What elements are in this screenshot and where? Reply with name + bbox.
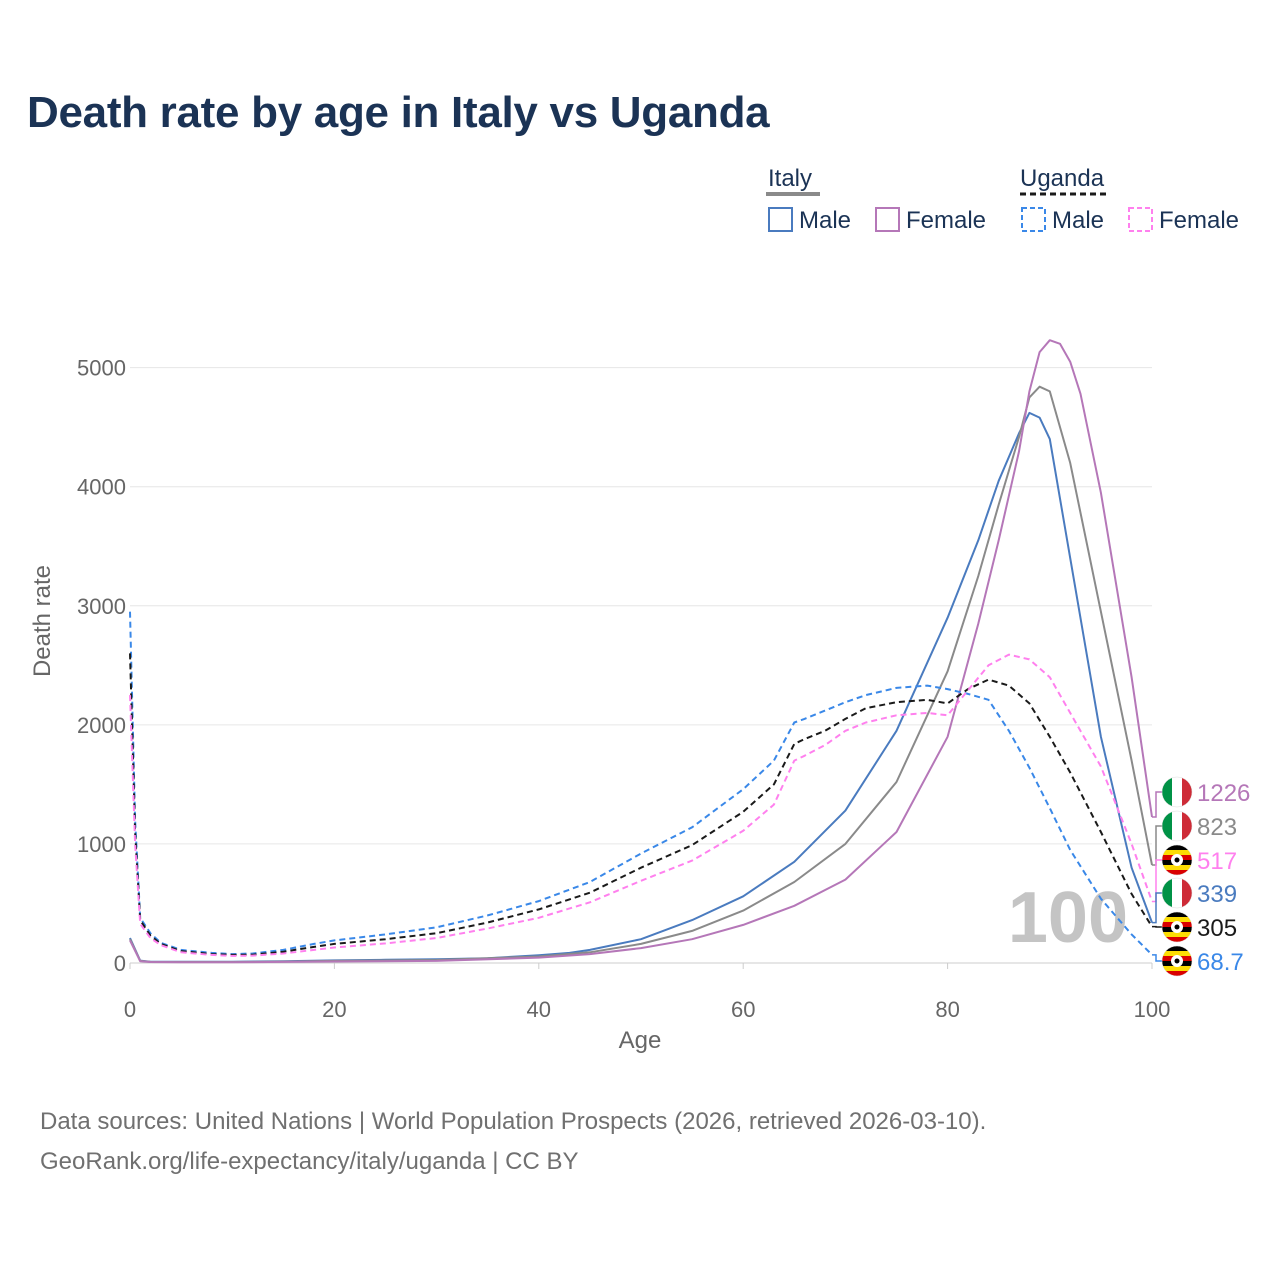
uganda-flag-icon	[1161, 945, 1193, 977]
x-tick-label: 40	[527, 997, 551, 1022]
end-value-label: 517	[1197, 848, 1237, 875]
end-value-label: 339	[1197, 881, 1237, 908]
y-tick-label: 5000	[77, 356, 126, 381]
x-tick-label: 20	[322, 997, 346, 1022]
grid	[130, 367, 1152, 964]
legend-item-label: Female	[906, 207, 986, 234]
legend-group-italy[interactable]: Italy	[766, 165, 820, 196]
legend: Italy Uganda Male Female Male Female	[766, 165, 1239, 234]
italy-flag-icon	[1161, 810, 1193, 842]
legend-group-italy-label: Italy	[768, 165, 812, 192]
series-lines	[129, 339, 1153, 964]
italy-flag-icon	[1161, 776, 1193, 808]
end-label-leader	[1152, 859, 1162, 903]
legend-item-italy-male[interactable]: Male	[768, 207, 851, 234]
uganda-flag-icon	[1161, 844, 1193, 876]
legend-group-uganda[interactable]: Uganda	[1020, 165, 1110, 196]
x-tick-label: 60	[731, 997, 755, 1022]
italy-flag-icon	[1161, 877, 1193, 909]
series-line-italy-male[interactable]	[129, 411, 1153, 963]
legend-item-label: Male	[1052, 207, 1104, 234]
legend-item-label: Male	[799, 207, 851, 234]
y-tick-label: 1000	[77, 832, 126, 857]
end-value-label: 305	[1197, 915, 1237, 942]
year-watermark-group: 100	[1008, 878, 1128, 958]
chart-title: Death rate by age in Italy vs Uganda	[27, 88, 770, 137]
series-line-uganda-total[interactable]	[129, 653, 1153, 956]
year-watermark: 100	[1008, 878, 1128, 958]
uganda-flag-icon	[1161, 911, 1193, 943]
legend-group-uganda-label: Uganda	[1020, 165, 1105, 192]
end-value-label: 823	[1197, 814, 1237, 841]
axis-ticks: 0 1000 2000 3000 4000 5000 0 20 40 60 80 100	[77, 356, 1170, 1022]
source-line: Data sources: United Nations | World Pop…	[40, 1108, 987, 1135]
end-label-leader	[1152, 791, 1162, 818]
legend-swatch-icon	[1128, 207, 1153, 232]
series-line-uganda-female[interactable]	[129, 653, 1153, 957]
x-axis-label: Age	[619, 1027, 662, 1054]
legend-swatch-icon	[1021, 207, 1046, 232]
legend-item-italy-female[interactable]: Female	[875, 207, 986, 234]
end-value-label: 1226	[1197, 780, 1250, 807]
series-line-uganda-male[interactable]	[129, 611, 1153, 956]
x-tick-label: 100	[1134, 997, 1171, 1022]
y-tick-label: 0	[114, 951, 126, 976]
series-line-italy-female[interactable]	[129, 339, 1153, 964]
legend-swatch-icon	[768, 207, 793, 232]
legend-item-label: Female	[1159, 207, 1239, 234]
end-value-label: 68.7	[1197, 949, 1244, 976]
end-label-leader	[1152, 892, 1162, 924]
end-label-leader	[1152, 825, 1162, 866]
y-tick-label: 2000	[77, 713, 126, 738]
legend-item-uganda-female[interactable]: Female	[1128, 207, 1239, 234]
y-axis-label: Death rate	[29, 565, 56, 677]
end-labels: 1226 823 517 339 305 68.7	[1152, 776, 1250, 977]
source-link[interactable]: GeoRank.org/life-expectancy/italy/uganda…	[40, 1148, 579, 1175]
legend-item-uganda-male[interactable]: Male	[1021, 207, 1104, 234]
x-tick-label: 80	[935, 997, 959, 1022]
series-line-italy-total[interactable]	[129, 385, 1153, 963]
legend-swatch-icon	[875, 207, 900, 232]
end-label-leader	[1152, 954, 1162, 962]
y-tick-label: 4000	[77, 475, 126, 500]
x-tick-label: 0	[124, 997, 136, 1022]
y-tick-label: 3000	[77, 594, 126, 619]
